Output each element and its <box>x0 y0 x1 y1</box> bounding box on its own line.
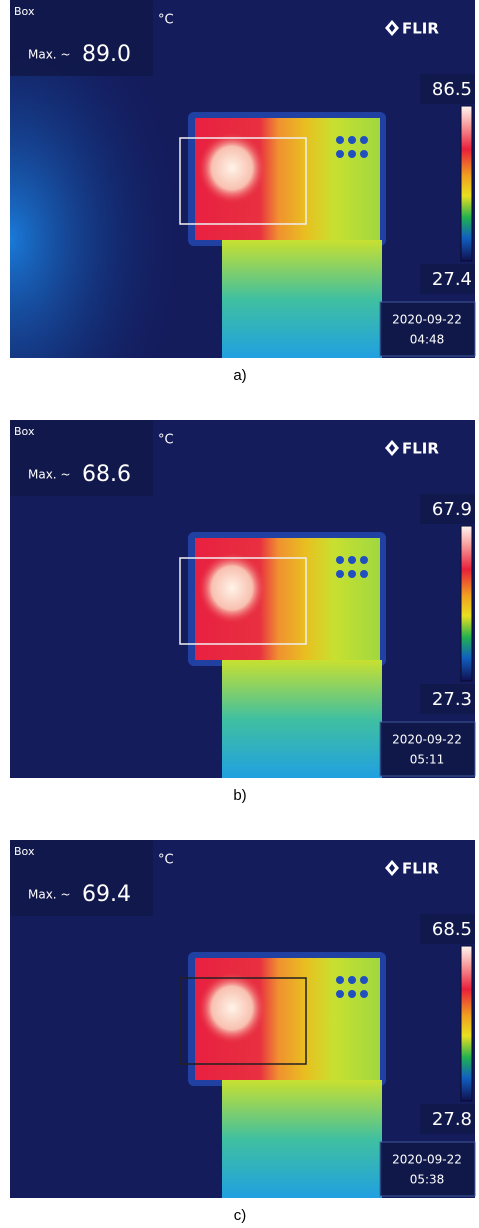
unit-label: °C <box>158 13 174 28</box>
time: 05:11 <box>410 753 445 767</box>
component <box>336 556 344 564</box>
component <box>336 570 344 578</box>
color-scale <box>460 945 473 1102</box>
max-value: 69.4 <box>82 882 131 907</box>
max-panel <box>10 0 153 76</box>
component <box>348 570 356 578</box>
measure-box <box>179 137 307 225</box>
max-panel <box>10 420 153 496</box>
max-label: Max. ~ <box>28 48 71 62</box>
scale-min-bg <box>420 264 475 294</box>
max-label: Max. ~ <box>28 468 71 482</box>
date: 2020-09-22 <box>392 733 462 747</box>
component <box>360 556 368 564</box>
measure-box <box>179 977 307 1065</box>
flir-icon <box>385 20 399 36</box>
box-label: Box <box>14 425 35 438</box>
brand-logo: FLIR <box>402 440 439 458</box>
flir-icon <box>385 440 399 456</box>
thermal-panel: Box °C Max. ~ 68.6 FLIR 67.9 27.3 2020-09-22 05:… <box>10 420 476 778</box>
component <box>348 976 356 984</box>
unit-label: °C <box>158 853 174 868</box>
scale-max-bg <box>420 914 475 944</box>
component <box>348 150 356 158</box>
component <box>360 136 368 144</box>
thermal-panel: Box °C Max. ~ 89.0 FLIR 86.5 27.4 2020-09-22 04:… <box>10 0 476 358</box>
scale-max-bg <box>420 494 475 524</box>
component <box>360 150 368 158</box>
scale-max: 68.5 <box>432 919 472 940</box>
heat-glow <box>10 60 210 358</box>
board-stem <box>222 660 382 778</box>
hotspot <box>198 132 266 204</box>
hotspot <box>198 972 266 1044</box>
caption: a) <box>233 367 246 384</box>
scale-min: 27.8 <box>432 1109 472 1130</box>
color-scale <box>460 525 473 682</box>
box-label: Box <box>14 845 35 858</box>
measure-box <box>179 557 307 645</box>
max-panel <box>10 840 153 916</box>
component <box>360 976 368 984</box>
brand-logo: FLIR <box>402 860 439 878</box>
brand-logo: FLIR <box>402 20 439 38</box>
component <box>336 150 344 158</box>
timestamp-bg <box>379 721 476 777</box>
date: 2020-09-22 <box>392 1153 462 1167</box>
scale-max: 86.5 <box>432 79 472 100</box>
max-value: 89.0 <box>82 42 131 67</box>
board-stem <box>222 240 382 358</box>
caption: b) <box>233 787 246 804</box>
scale-min-bg <box>420 1104 475 1134</box>
date: 2020-09-22 <box>392 313 462 327</box>
max-label: Max. ~ <box>28 888 71 902</box>
component <box>336 136 344 144</box>
component <box>348 136 356 144</box>
time: 05:38 <box>410 1173 445 1187</box>
flir-icon <box>385 860 399 876</box>
scale-min: 27.4 <box>432 269 472 290</box>
time: 04:48 <box>410 333 445 347</box>
timestamp-bg <box>379 301 476 357</box>
timestamp-bg <box>379 1141 476 1197</box>
max-value: 68.6 <box>82 462 131 487</box>
component <box>348 990 356 998</box>
scale-min-bg <box>420 684 475 714</box>
component <box>360 570 368 578</box>
unit-label: °C <box>158 433 174 448</box>
caption: c) <box>234 1207 247 1224</box>
component <box>336 990 344 998</box>
board-stem <box>222 1080 382 1198</box>
scale-min: 27.3 <box>432 689 472 710</box>
component <box>360 990 368 998</box>
component <box>348 556 356 564</box>
scale-max-bg <box>420 74 475 104</box>
component <box>336 976 344 984</box>
box-label: Box <box>14 5 35 18</box>
color-scale <box>460 105 473 262</box>
scale-max: 67.9 <box>432 499 472 520</box>
hotspot <box>198 552 266 624</box>
thermal-panel: Box °C Max. ~ 69.4 FLIR 68.5 27.8 2020-09-22 05:… <box>10 840 476 1198</box>
